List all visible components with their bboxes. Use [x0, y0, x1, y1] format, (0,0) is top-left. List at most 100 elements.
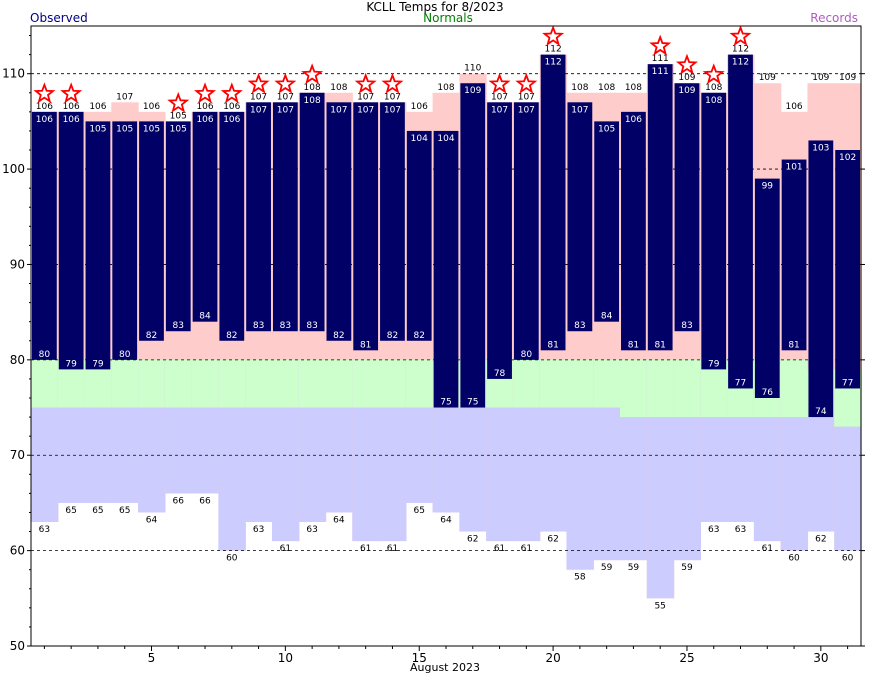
record-low-label: 65 [413, 506, 424, 516]
observed-bar [326, 102, 352, 341]
record-high-label: 109 [678, 73, 695, 83]
observed-high-label: 112 [545, 58, 562, 68]
record-low-label: 61 [762, 544, 773, 554]
observed-high-label: 107 [571, 105, 588, 115]
observed-low-label: 77 [735, 378, 746, 388]
record-star-icon [167, 91, 190, 113]
observed-bar [272, 102, 298, 332]
record-high-label: 107 [250, 92, 267, 102]
normal-band [593, 359, 621, 408]
record-low-label: 64 [146, 515, 158, 525]
observed-low-label: 80 [119, 350, 131, 360]
y-tick-label: 100 [2, 162, 25, 176]
observed-bar [165, 121, 191, 332]
normal-band [31, 359, 59, 408]
observed-low-label: 82 [413, 331, 424, 341]
observed-bar [781, 159, 807, 351]
normal-band [673, 359, 701, 418]
record-star-icon [247, 72, 270, 94]
record-low-label: 59 [628, 563, 640, 573]
record-low-label: 62 [815, 535, 826, 545]
record-low-label: 63 [39, 525, 50, 535]
record-high-label: 107 [491, 92, 508, 102]
normal-band [218, 359, 246, 408]
record-low-label: 62 [547, 535, 558, 545]
observed-bar [32, 111, 57, 360]
observed-bar [540, 54, 566, 351]
normal-band [111, 359, 139, 408]
observed-bar [513, 102, 539, 360]
observed-low-label: 83 [306, 321, 317, 331]
record-low-label: 65 [92, 506, 103, 516]
record-high-label: 106 [785, 102, 802, 112]
observed-bar [835, 150, 860, 389]
record-high-label: 108 [705, 83, 722, 93]
normal-band [164, 359, 193, 408]
record-high-label: 107 [116, 92, 133, 102]
y-tick-label: 70 [10, 448, 25, 462]
record-low-label: 65 [119, 506, 130, 516]
observed-high-label: 106 [223, 115, 240, 125]
normal-band [325, 359, 353, 408]
observed-bars [32, 54, 860, 418]
record-high-label: 106 [36, 102, 53, 112]
observed-low-label: 83 [173, 321, 184, 331]
record-star-icon [274, 72, 297, 94]
record-star-icon [33, 82, 56, 104]
observed-low-label: 82 [333, 331, 344, 341]
observed-bar [433, 130, 459, 408]
observed-bar [353, 102, 379, 351]
record-low-label: 55 [654, 601, 665, 611]
record-high-label: 107 [518, 92, 535, 102]
observed-high-label: 106 [63, 115, 80, 125]
record-low-label: 65 [65, 506, 76, 516]
observed-low-label: 76 [762, 388, 774, 398]
record-high-label: 108 [598, 83, 615, 93]
y-tick-label: 80 [10, 353, 25, 367]
observed-low-label: 77 [842, 378, 853, 388]
observed-bar [808, 140, 834, 418]
record-high-label: 107 [277, 92, 294, 102]
x-tick-label: 20 [545, 651, 560, 665]
legend-records: Records [810, 11, 858, 25]
axis-ticks: 50 60 70 80 90 100 110 5 10 15 20 25 30 [2, 35, 865, 665]
record-star-icon [542, 25, 565, 46]
record-high-label: 112 [732, 45, 749, 55]
observed-bar [674, 83, 700, 332]
record-high-label: 108 [437, 83, 454, 93]
record-star-icon [675, 53, 698, 75]
record-low-label: 64 [333, 515, 345, 525]
observed-bar [460, 83, 486, 408]
observed-high-label: 107 [277, 105, 294, 115]
observed-low-label: 84 [199, 312, 211, 322]
observed-high-label: 106 [625, 115, 642, 125]
observed-high-label: 107 [330, 105, 347, 115]
observed-low-label: 79 [92, 359, 104, 369]
observed-high-label: 103 [812, 143, 829, 153]
record-low-label: 61 [360, 544, 371, 554]
record-high-label: 111 [652, 54, 669, 64]
record-high-label: 105 [170, 111, 187, 121]
observed-low-label: 80 [521, 350, 533, 360]
record-low-label: 66 [173, 496, 185, 506]
observed-bar [406, 130, 432, 341]
x-tick-label: 30 [813, 651, 828, 665]
observed-high-label: 105 [89, 124, 106, 134]
record-high-label: 108 [571, 83, 588, 93]
observed-low-label: 74 [815, 407, 827, 417]
observed-low-label: 79 [65, 359, 77, 369]
record-low-label: 60 [842, 554, 854, 564]
record-low-label: 66 [199, 496, 211, 506]
observed-high-label: 108 [304, 96, 321, 106]
record-star-icon [354, 72, 377, 94]
observed-high-label: 107 [357, 105, 374, 115]
observed-high-label: 111 [652, 67, 669, 77]
record-low-label: 61 [494, 544, 505, 554]
observed-high-label: 109 [678, 86, 695, 96]
record-low-label: 63 [253, 525, 264, 535]
normal-band [780, 359, 809, 418]
observed-bar [299, 92, 325, 332]
observed-low-label: 83 [253, 321, 264, 331]
observed-bar [139, 121, 164, 341]
